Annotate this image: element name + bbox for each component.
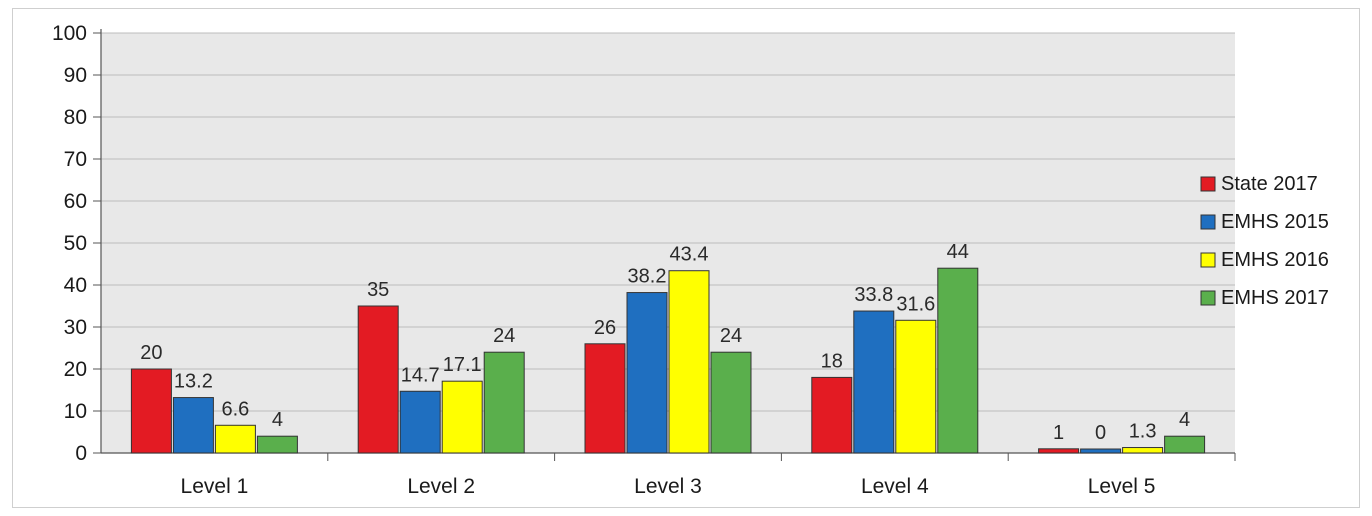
- y-tick-label: 70: [64, 148, 87, 171]
- gridlines: [101, 32, 1235, 454]
- data-label: 1: [1053, 422, 1064, 444]
- data-label: 24: [493, 325, 515, 347]
- y-tick-label: 10: [64, 400, 87, 423]
- data-label: 26: [594, 317, 616, 339]
- x-category-label: Level 3: [634, 475, 702, 498]
- y-tick-label: 90: [64, 64, 87, 87]
- legend: State 2017 EMHS 2015 EMHS 2016 EMHS 2017: [1200, 173, 1329, 309]
- bar-level-5-emhs-2016: [1122, 447, 1164, 454]
- y-tick-label: 40: [64, 274, 87, 297]
- data-label: 24: [720, 325, 742, 347]
- bar-level-5-emhs-2017: [1164, 435, 1206, 454]
- legend-label: EMHS 2016: [1221, 249, 1329, 271]
- bar-level-2-state-2017: [357, 305, 399, 454]
- x-category-label: Level 5: [1088, 475, 1156, 498]
- y-tick-label: 50: [64, 232, 87, 255]
- data-label: 17.1: [443, 354, 482, 376]
- legend-label: State 2017: [1221, 173, 1318, 195]
- bar-level-4-state-2017: [811, 376, 853, 454]
- chart-frame: 0 10 20 30 40 50 60 70 80 90 100 Level 1 Level 2 Leve…: [12, 8, 1360, 508]
- y-tick-label: 60: [64, 190, 87, 213]
- bars: [130, 267, 1206, 454]
- data-label: 44: [947, 241, 969, 263]
- bar-level-1-emhs-2016: [214, 424, 256, 454]
- bar-level-4-emhs-2016: [895, 319, 937, 454]
- data-label: 1.3: [1129, 421, 1157, 443]
- legend-swatch: [1200, 290, 1216, 306]
- data-label: 4: [1179, 409, 1190, 431]
- x-category-label: Level 2: [407, 475, 475, 498]
- y-tick-label: 20: [64, 358, 87, 381]
- legend-swatch: [1200, 214, 1216, 230]
- bar-level-2-emhs-2015: [399, 390, 441, 454]
- bar-level-1-emhs-2017: [256, 435, 298, 454]
- data-label: 6.6: [221, 398, 249, 420]
- bar-level-3-emhs-2015: [626, 292, 668, 454]
- bar-level-1-state-2017: [130, 368, 172, 454]
- data-label: 18: [821, 350, 843, 372]
- bar-level-1-emhs-2015: [172, 397, 214, 454]
- data-label: 33.8: [854, 284, 893, 306]
- data-label: 13.2: [174, 371, 213, 393]
- x-category-label: Level 1: [181, 475, 249, 498]
- data-label: 38.2: [628, 266, 667, 288]
- data-label: 14.7: [401, 364, 440, 386]
- y-tick-label: 80: [64, 106, 87, 129]
- bar-level-3-emhs-2016: [668, 270, 710, 454]
- bar-level-2-emhs-2017: [483, 351, 525, 454]
- bar-level-2-emhs-2016: [441, 380, 483, 454]
- bar-level-5-state-2017: [1038, 448, 1080, 454]
- data-label: 31.6: [896, 293, 935, 315]
- bar-level-4-emhs-2015: [853, 310, 895, 454]
- data-label: 35: [367, 279, 389, 301]
- y-tick-label: 30: [64, 316, 87, 339]
- legend-label: EMHS 2015: [1221, 211, 1329, 233]
- data-label: 20: [140, 342, 162, 364]
- bar-level-3-state-2017: [584, 343, 626, 454]
- bar-level-3-emhs-2017: [710, 351, 752, 454]
- y-tick-label: 0: [75, 442, 87, 465]
- data-label: 4: [272, 409, 283, 431]
- y-tick-label: 100: [52, 22, 87, 45]
- data-label: 43.4: [670, 244, 709, 266]
- legend-swatch: [1200, 176, 1216, 192]
- legend-swatch: [1200, 252, 1216, 268]
- data-label: 0: [1095, 422, 1106, 444]
- x-category-label: Level 4: [861, 475, 929, 498]
- bar-level-4-emhs-2017: [937, 267, 979, 454]
- legend-label: EMHS 2017: [1221, 287, 1329, 309]
- data-labels: 20 13.2 6.6 4 35 14.7 17.1 24 26 38.243.4 24 18 33.8…: [140, 241, 1190, 444]
- bar-level-5-emhs-2015: [1080, 448, 1122, 454]
